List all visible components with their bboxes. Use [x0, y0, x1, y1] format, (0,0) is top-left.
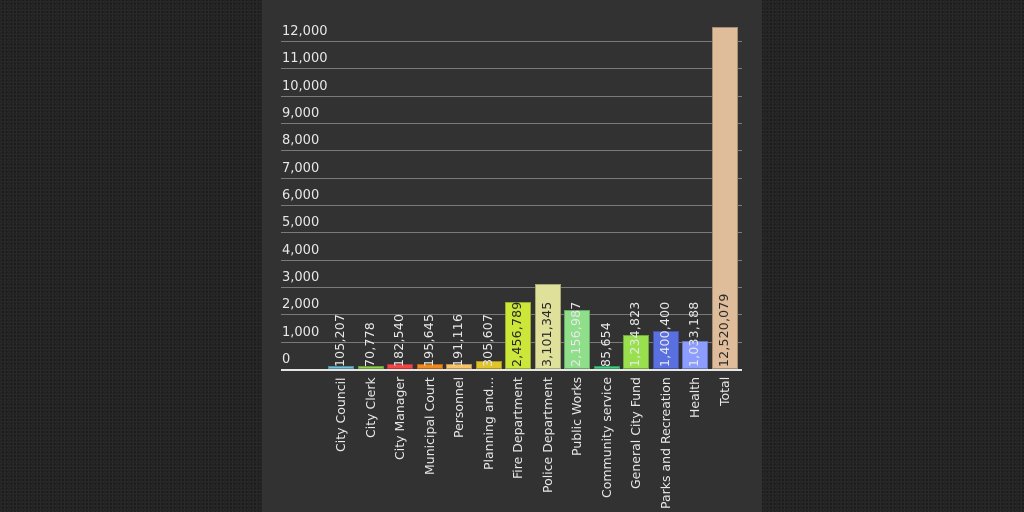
bar-general-city-fund[interactable]	[623, 335, 649, 369]
bar-value-label: 85,654	[598, 322, 613, 367]
bar-value-label: 191,116	[450, 313, 465, 367]
bar-health[interactable]	[682, 340, 708, 369]
chart-panel: 0 1,000 2,000 3,000 4,000 5,000 6,000 7,000 8,00…	[262, 0, 762, 512]
gridline	[281, 68, 742, 69]
gridline	[281, 41, 742, 42]
y-axis-tick-label: 4,000	[282, 243, 320, 258]
bar-value-label: 105,207	[332, 313, 347, 367]
y-axis-tick-label: 1,000	[282, 325, 320, 340]
bar-community-service[interactable]	[594, 366, 620, 369]
bar-municipal-court[interactable]	[417, 363, 443, 369]
category-label: Municipal Court	[422, 377, 437, 475]
bar-value-label: 1,234,823	[627, 301, 642, 367]
bar-parks-and-recreation[interactable]	[653, 330, 679, 369]
y-axis-tick-label: 5,000	[282, 215, 320, 230]
gridline	[281, 123, 742, 124]
gridline	[281, 96, 742, 97]
category-label: General City Fund	[628, 377, 643, 489]
bar-planning-and[interactable]	[476, 360, 502, 369]
y-axis-tick-label: 12,000	[282, 24, 328, 39]
y-axis-tick-label: 10,000	[282, 79, 328, 94]
bar-value-label: 305,607	[480, 313, 495, 367]
bar-value-label: 3,101,345	[539, 301, 554, 367]
bar-city-clerk[interactable]	[358, 366, 384, 369]
bar-fire-department[interactable]	[505, 301, 531, 369]
category-label: Public Works	[569, 376, 584, 456]
gridline	[281, 260, 742, 261]
gridline	[281, 150, 742, 151]
y-axis-tick-label: 9,000	[282, 106, 320, 121]
category-label: Community service	[599, 376, 614, 498]
bar-value-label: 2,456,789	[509, 301, 524, 367]
category-label: City Manager	[392, 376, 407, 460]
y-axis-tick-label: 8,000	[282, 133, 320, 148]
y-axis-tick-label: 7,000	[282, 161, 320, 176]
category-label: City Council	[333, 377, 348, 452]
y-axis-tick-label: 0	[282, 352, 291, 367]
bar-city-manager[interactable]	[387, 364, 413, 369]
gridline	[281, 178, 742, 179]
bar-chart: 0 1,000 2,000 3,000 4,000 5,000 6,000 7,000 8,00…	[262, 0, 762, 512]
category-label: Health	[687, 376, 702, 418]
bar-city-council[interactable]	[328, 366, 354, 369]
bar-value-label: 12,520,079	[716, 293, 731, 367]
bar-value-label: 1,033,188	[686, 301, 701, 367]
category-label: Personnel	[451, 376, 466, 438]
category-label: Fire Department	[510, 377, 525, 479]
category-label: Planning and...	[481, 376, 496, 470]
y-axis-tick-label: 2,000	[282, 297, 320, 312]
bar-police-department[interactable]	[535, 284, 561, 369]
bar-public-works[interactable]	[564, 310, 590, 369]
category-label: Total	[717, 376, 732, 406]
bar-value-label: 182,540	[391, 313, 406, 367]
x-axis-baseline	[281, 369, 742, 371]
category-label: Parks and Recreation	[658, 377, 673, 509]
category-label: City Clerk	[363, 377, 378, 438]
bar-value-label: 195,645	[421, 313, 436, 367]
gridline	[281, 232, 742, 233]
gridline	[281, 287, 742, 288]
bar-value-label: 2,156,987	[568, 301, 583, 367]
y-axis-tick-label: 3,000	[282, 270, 320, 285]
bar-value-label: 70,778	[362, 322, 377, 367]
bar-total[interactable]	[712, 26, 738, 369]
y-axis-tick-label: 11,000	[282, 51, 328, 66]
gridline	[281, 205, 742, 206]
bar-personnel[interactable]	[446, 363, 472, 369]
category-label: Police Department	[540, 377, 555, 493]
y-axis-tick-label: 6,000	[282, 188, 320, 203]
bar-value-label: 1,400,400	[657, 301, 672, 367]
